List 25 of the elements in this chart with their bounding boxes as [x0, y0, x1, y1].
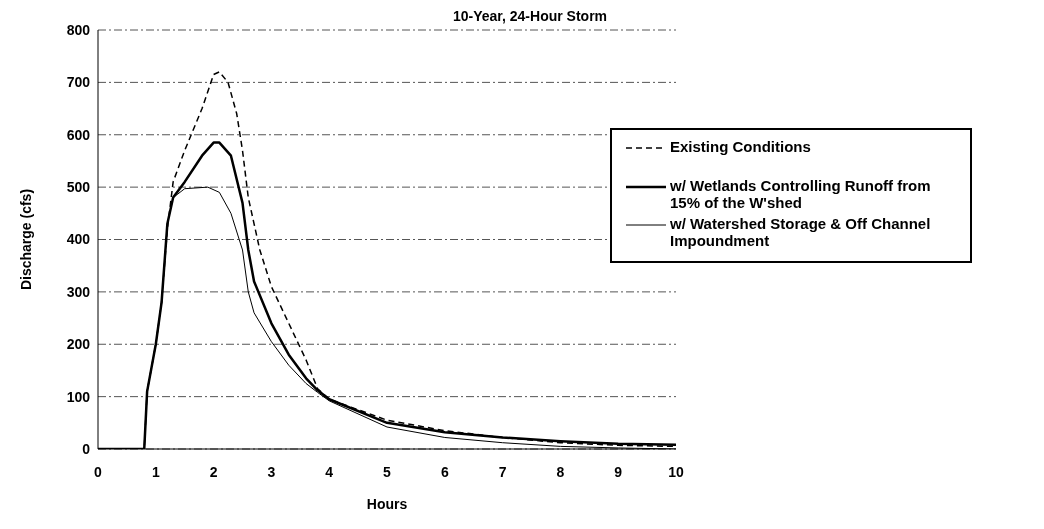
- x-tick-label: 3: [267, 463, 276, 480]
- legend-label: w/ Watershed Storage & Off Channel Impoundment: [670, 215, 932, 249]
- x-axis-title: Hours: [366, 496, 408, 512]
- x-tick-label: 9: [614, 463, 623, 480]
- y-tick-label: 500: [66, 179, 91, 196]
- x-tick-label: 6: [440, 463, 449, 480]
- y-axis-title: Discharge (cfs): [17, 188, 34, 291]
- x-tick-label: 2: [209, 463, 218, 480]
- x-tick-label: 5: [383, 463, 392, 480]
- chart-title: 10-Year, 24-Hour Storm: [452, 8, 608, 24]
- x-tick-label: 0: [94, 463, 103, 480]
- x-tick-label: 4: [325, 463, 334, 480]
- y-tick-label: 200: [66, 336, 91, 353]
- legend-label: Existing Conditions: [670, 138, 811, 155]
- y-tick-label: 100: [66, 388, 91, 405]
- y-tick-label: 800: [66, 21, 91, 38]
- y-tick-label: 400: [66, 231, 91, 248]
- x-tick-label: 7: [498, 463, 507, 480]
- x-tick-label: 8: [556, 463, 565, 480]
- y-tick-label: 700: [66, 74, 91, 91]
- x-tick-label: 1: [151, 463, 160, 480]
- x-tick-label: 10: [668, 463, 684, 480]
- y-tick-label: 300: [66, 283, 91, 300]
- y-tick-label: 600: [66, 126, 91, 143]
- y-tick-label: 0: [82, 440, 91, 457]
